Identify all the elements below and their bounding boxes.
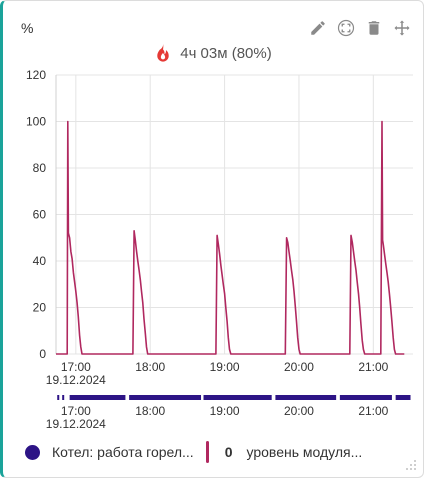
burner-summary: 4ч 03м (80%): [3, 43, 423, 63]
timeline-tick-label: 19:00: [210, 404, 240, 418]
resize-handle-icon[interactable]: [405, 459, 417, 471]
x-tick-label: 17:00: [61, 360, 91, 374]
timeline-tick-label: 20:00: [284, 404, 314, 418]
burner-on-segment: [395, 395, 411, 400]
burner-on-segment: [339, 395, 392, 400]
timeline-tick-sublabel: 19.12.2024: [46, 417, 106, 431]
fullscreen-icon[interactable]: [337, 19, 355, 37]
y-tick-label: 60: [33, 208, 47, 222]
x-tick-label: 20:00: [284, 360, 314, 374]
timeline-tick-label: 17:00: [61, 404, 91, 418]
y-tick-label: 0: [39, 347, 46, 361]
x-tick-label: 18:00: [135, 360, 165, 374]
x-tick-label: 19:00: [210, 360, 240, 374]
burner-on-segment: [69, 395, 126, 400]
y-tick-label: 40: [33, 254, 47, 268]
pencil-icon[interactable]: [309, 19, 327, 37]
y-tick-label: 80: [33, 161, 47, 175]
burner-on-segment: [57, 395, 60, 400]
trash-icon[interactable]: [365, 19, 383, 37]
x-tick-label: 21:00: [358, 360, 388, 374]
burner-on-segment: [275, 395, 337, 400]
card-toolbar: [309, 19, 411, 37]
burner-on-segment: [203, 395, 272, 400]
burner-legend-label[interactable]: Котел: работа горел...: [52, 444, 194, 460]
y-tick-label: 20: [33, 301, 47, 315]
unit-label: %: [21, 20, 34, 36]
modulation-series-line: [56, 120, 405, 355]
y-tick-label: 120: [26, 68, 46, 82]
burner-on-segment: [129, 395, 202, 400]
burner-on-segment: [62, 395, 65, 400]
flame-icon: [157, 43, 169, 62]
modulation-current-value: 0: [224, 444, 233, 460]
y-tick-label: 100: [26, 115, 46, 129]
history-chart[interactable]: 02040608010012017:0019.12.202417:0019.12…: [3, 1, 424, 431]
burner-legend-swatch[interactable]: [25, 444, 40, 460]
x-tick-sublabel: 19.12.2024: [46, 373, 106, 387]
timeline-tick-label: 18:00: [135, 404, 165, 418]
chart-legend: Котел: работа горел... 0 уровень модуля.…: [25, 441, 362, 463]
burner-summary-text: 4ч 03м (80%): [180, 44, 272, 62]
modulation-legend-swatch[interactable]: [205, 441, 209, 463]
modulation-legend-label[interactable]: уровень модуля...: [246, 444, 363, 460]
move-icon[interactable]: [393, 19, 411, 37]
timeline-tick-label: 21:00: [358, 404, 388, 418]
